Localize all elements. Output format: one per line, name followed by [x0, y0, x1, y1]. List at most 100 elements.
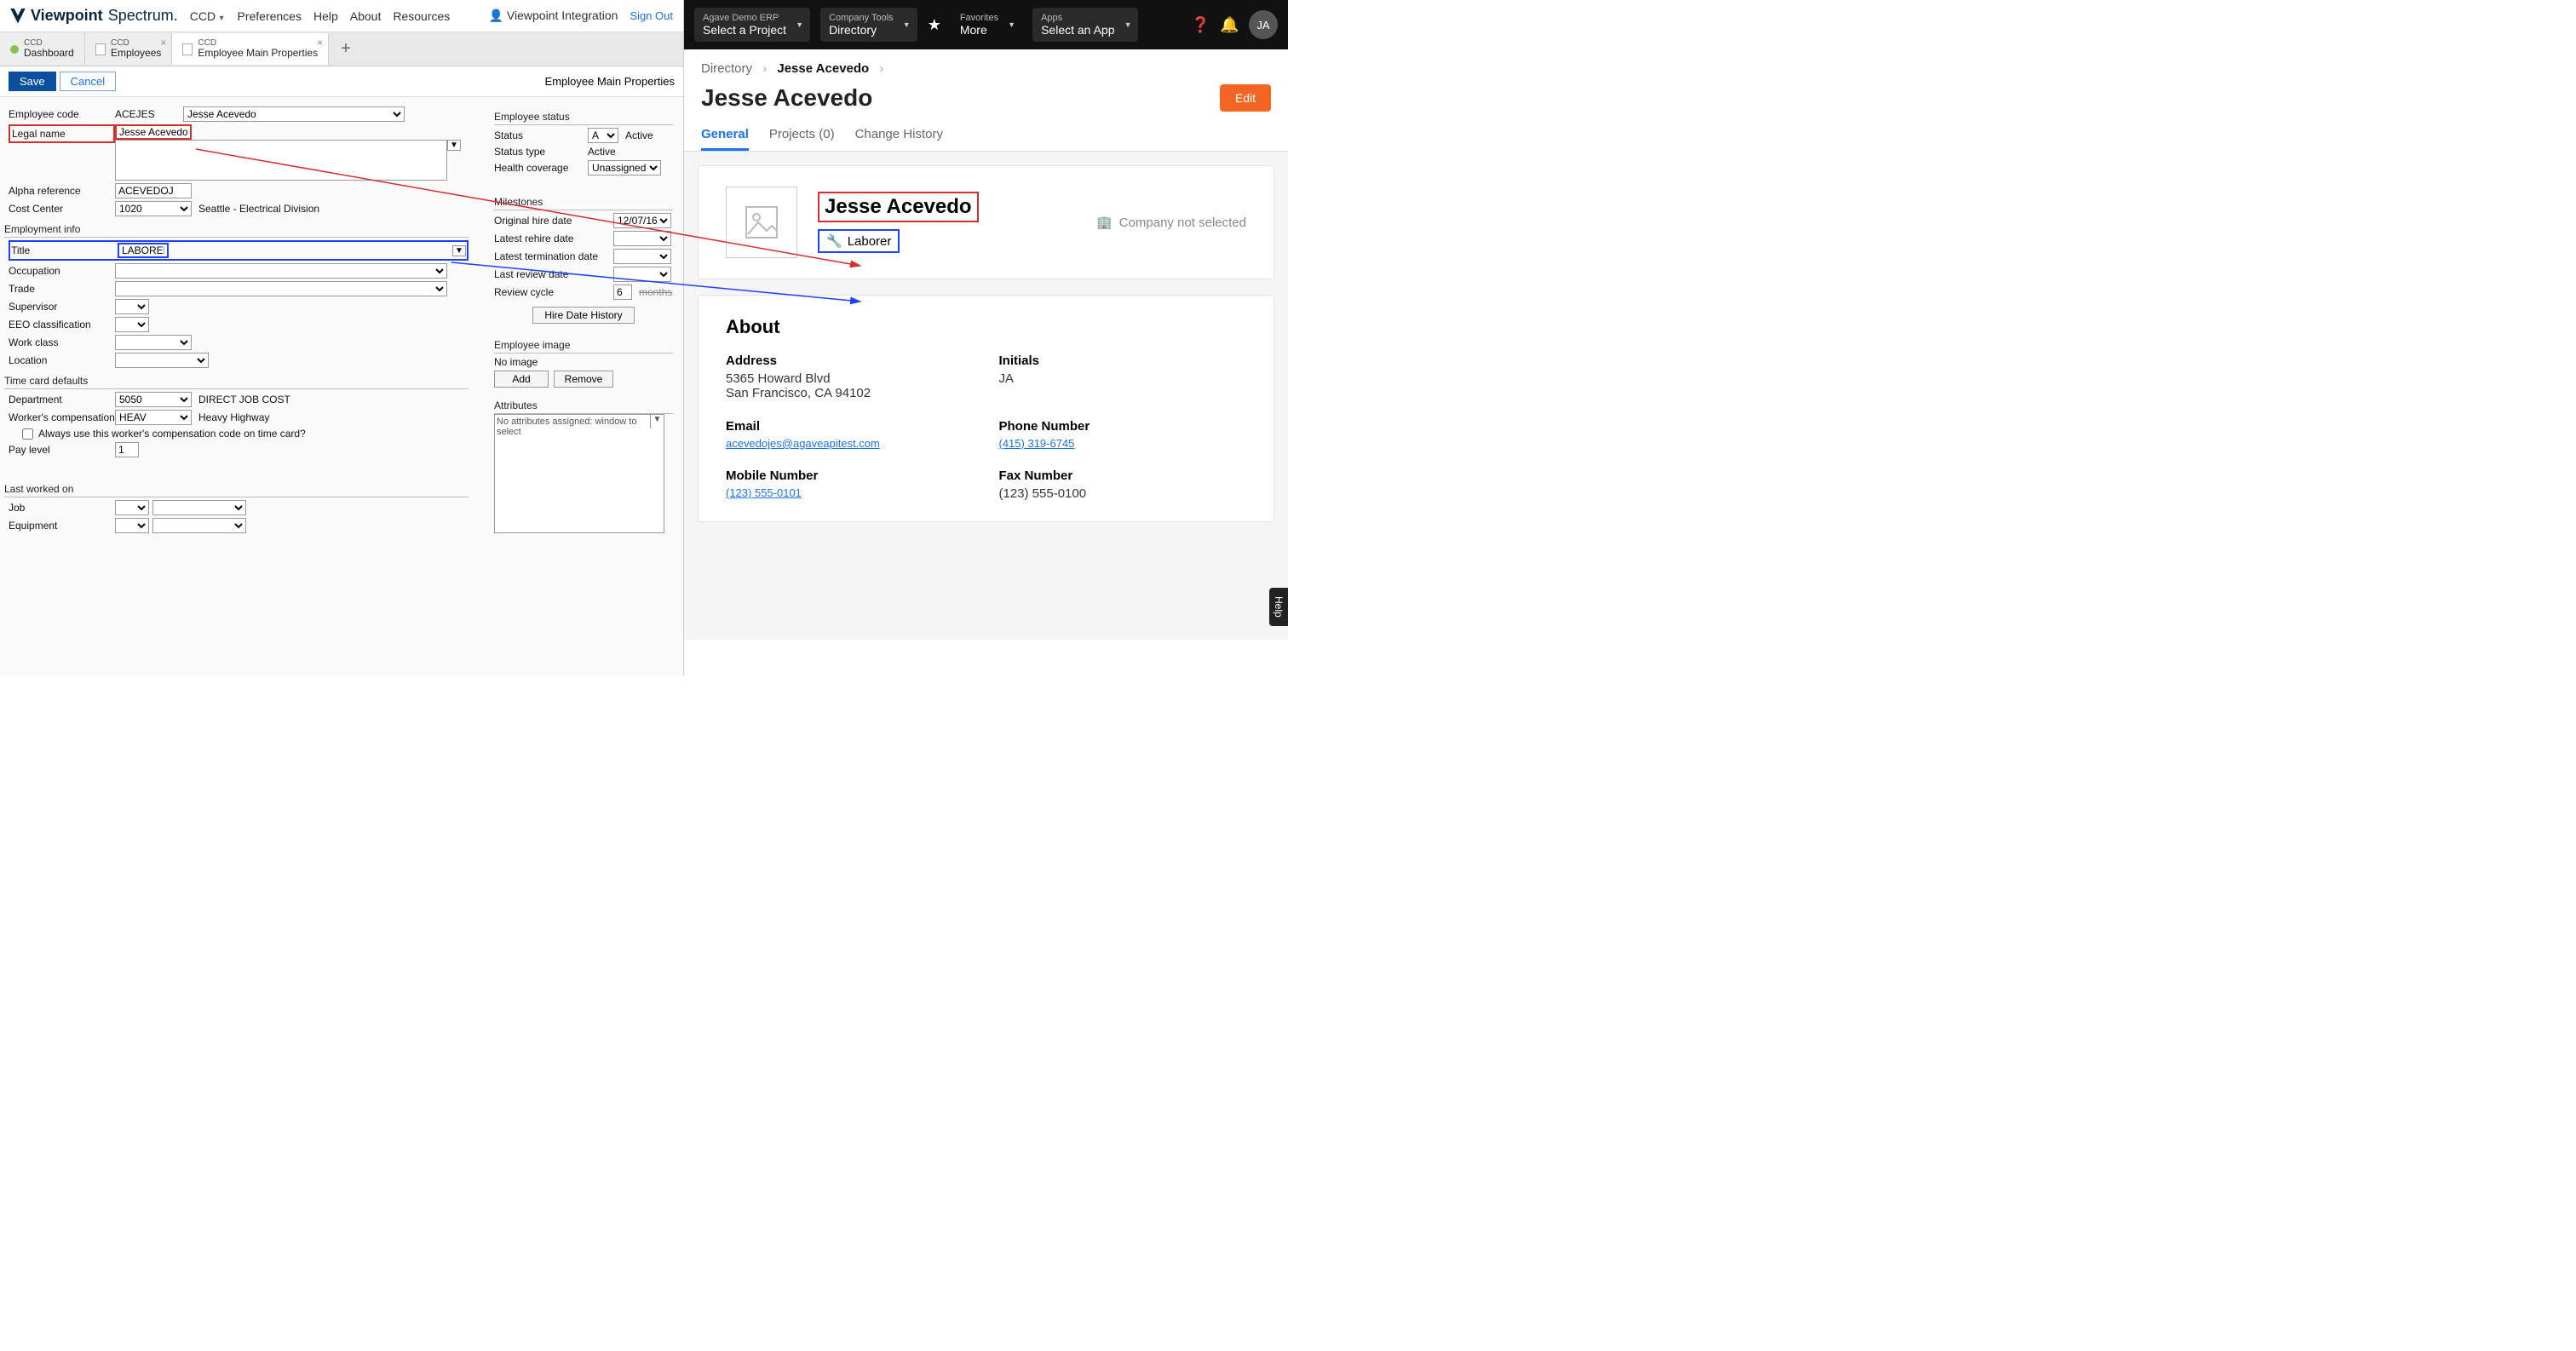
tab-change-history[interactable]: Change History: [855, 120, 943, 151]
trade-select[interactable]: [115, 281, 447, 296]
hire-history-button[interactable]: Hire Date History: [532, 307, 635, 324]
last-review-select[interactable]: [613, 267, 671, 282]
attributes-box[interactable]: No attributes assigned: window to select…: [494, 414, 664, 533]
legal-name-input[interactable]: [115, 124, 192, 140]
occupation-select[interactable]: [115, 263, 447, 279]
nav-help[interactable]: Help: [313, 9, 338, 23]
paylevel-input[interactable]: [115, 442, 139, 457]
wc-always-checkbox[interactable]: [22, 428, 33, 440]
initials-field: Initials JA: [999, 354, 1247, 400]
location-select[interactable]: [115, 353, 209, 368]
nav-about[interactable]: About: [350, 9, 382, 23]
nav-preferences[interactable]: Preferences: [237, 9, 301, 23]
project-selector[interactable]: Agave Demo ERP Select a Project: [694, 8, 810, 42]
eeo-label: EEO classification: [9, 319, 115, 331]
equipment-select-2[interactable]: [152, 518, 246, 533]
breadcrumb-root[interactable]: Directory: [701, 61, 752, 76]
user-avatar[interactable]: JA: [1249, 10, 1278, 39]
paylevel-label: Pay level: [9, 444, 115, 456]
job-select-2[interactable]: [152, 500, 246, 515]
breadcrumb-current: Jesse Acevedo: [777, 61, 869, 76]
nav-integration[interactable]: 👤 Viewpoint Integration: [489, 9, 618, 23]
nav-ccd[interactable]: CCD: [190, 9, 226, 23]
add-tab-button[interactable]: +: [329, 39, 363, 59]
about-card: About Address 5365 Howard Blvd San Franc…: [698, 295, 1274, 522]
latest-rehire-select[interactable]: [613, 231, 671, 246]
latest-rehire-label: Latest rehire date: [494, 233, 613, 244]
review-cycle-unit: months: [639, 286, 672, 298]
status-active-text: Active: [625, 129, 653, 141]
supervisor-select[interactable]: [115, 299, 149, 314]
cancel-button[interactable]: Cancel: [60, 72, 116, 91]
nav-signout[interactable]: Sign Out: [630, 9, 673, 22]
tab-dashboard[interactable]: CCDDashboard: [0, 33, 85, 64]
close-icon[interactable]: ×: [317, 37, 323, 49]
dropdown-arrow-icon[interactable]: ▼: [650, 415, 664, 428]
timecard-header: Time card defaults: [4, 375, 469, 389]
profile-card: Jesse Acevedo 🔧 Laborer 🏢 Company not se…: [698, 165, 1274, 279]
wc-desc: Heavy Highway: [198, 411, 269, 423]
tab-employees[interactable]: CCDEmployees ×: [85, 33, 172, 64]
location-label: Location: [9, 354, 115, 366]
about-header: About: [726, 316, 1246, 338]
address-field: Address 5365 Howard Blvd San Francisco, …: [726, 354, 974, 400]
mobile-link[interactable]: (123) 555-0101: [726, 486, 802, 499]
cost-center-desc: Seattle - Electrical Division: [198, 203, 319, 215]
employee-name-select[interactable]: Jesse Acevedo: [183, 106, 405, 122]
action-bar: Save Cancel Employee Main Properties: [0, 66, 683, 97]
wc-select[interactable]: HEAV: [115, 410, 192, 425]
remove-image-button[interactable]: Remove: [554, 371, 613, 388]
review-cycle-input[interactable]: [613, 285, 632, 300]
mobile-field: Mobile Number (123) 555-0101: [726, 469, 974, 501]
star-icon[interactable]: ★: [928, 16, 941, 34]
latest-term-select[interactable]: [613, 249, 671, 264]
equipment-select-1[interactable]: [115, 518, 149, 533]
cost-center-label: Cost Center: [9, 203, 115, 215]
department-desc: DIRECT JOB COST: [198, 394, 290, 405]
job-select-1[interactable]: [115, 500, 149, 515]
alpha-reference-input[interactable]: [115, 183, 192, 198]
help-side-tab[interactable]: Help: [1269, 588, 1288, 626]
viewpoint-mark-icon: [10, 9, 26, 24]
agave-panel: Agave Demo ERP Select a Project Company …: [684, 0, 1288, 676]
orig-hire-select[interactable]: 12/07/16: [613, 213, 671, 228]
wc-label: Worker's compensation: [9, 411, 115, 423]
add-image-button[interactable]: Add: [494, 371, 549, 388]
employee-code-label: Employee code: [9, 108, 115, 120]
phone-link[interactable]: (415) 319-6745: [999, 437, 1075, 450]
nav-resources[interactable]: Resources: [393, 9, 450, 23]
work-class-select[interactable]: [115, 335, 192, 350]
tools-selector[interactable]: Company Tools Directory: [820, 8, 917, 42]
email-link[interactable]: acevedojes@agaveapitest.com: [726, 437, 880, 450]
cost-center-select[interactable]: 1020: [115, 201, 192, 216]
latest-term-label: Latest termination date: [494, 250, 613, 262]
eeo-select[interactable]: [115, 317, 149, 332]
favorites-selector[interactable]: Favorites More: [952, 8, 1022, 42]
orig-hire-label: Original hire date: [494, 215, 613, 227]
employee-form: Employee code ACEJES Jesse Acevedo Legal…: [0, 97, 683, 543]
tab-projects[interactable]: Projects (0): [769, 120, 835, 151]
dropdown-arrow-icon[interactable]: ▼: [452, 245, 466, 256]
status-label: Status: [494, 129, 588, 141]
tab-employee-main[interactable]: CCDEmployee Main Properties ×: [172, 33, 329, 64]
title-input[interactable]: [118, 243, 169, 258]
save-button[interactable]: Save: [9, 72, 56, 91]
detail-tabs: General Projects (0) Change History: [684, 120, 1288, 152]
close-icon[interactable]: ×: [160, 37, 166, 49]
department-select[interactable]: 5050: [115, 392, 192, 407]
health-label: Health coverage: [494, 162, 588, 174]
chevron-right-icon: ›: [762, 61, 767, 76]
apps-selector[interactable]: Apps Select an App: [1032, 8, 1138, 42]
agave-topbar: Agave Demo ERP Select a Project Company …: [684, 0, 1288, 49]
status-select[interactable]: A: [588, 128, 618, 143]
tab-general[interactable]: General: [701, 120, 749, 151]
company-field: 🏢 Company not selected: [1096, 215, 1246, 230]
health-select[interactable]: Unassigned: [588, 160, 661, 175]
bell-icon[interactable]: 🔔: [1220, 16, 1239, 34]
detail-body: Jesse Acevedo 🔧 Laborer 🏢 Company not se…: [684, 152, 1288, 640]
dropdown-arrow-icon[interactable]: ▼: [447, 140, 461, 151]
help-icon[interactable]: ❓: [1191, 16, 1210, 34]
edit-button[interactable]: Edit: [1220, 84, 1271, 112]
occupation-label: Occupation: [9, 265, 115, 277]
legal-name-textarea[interactable]: [115, 140, 447, 181]
